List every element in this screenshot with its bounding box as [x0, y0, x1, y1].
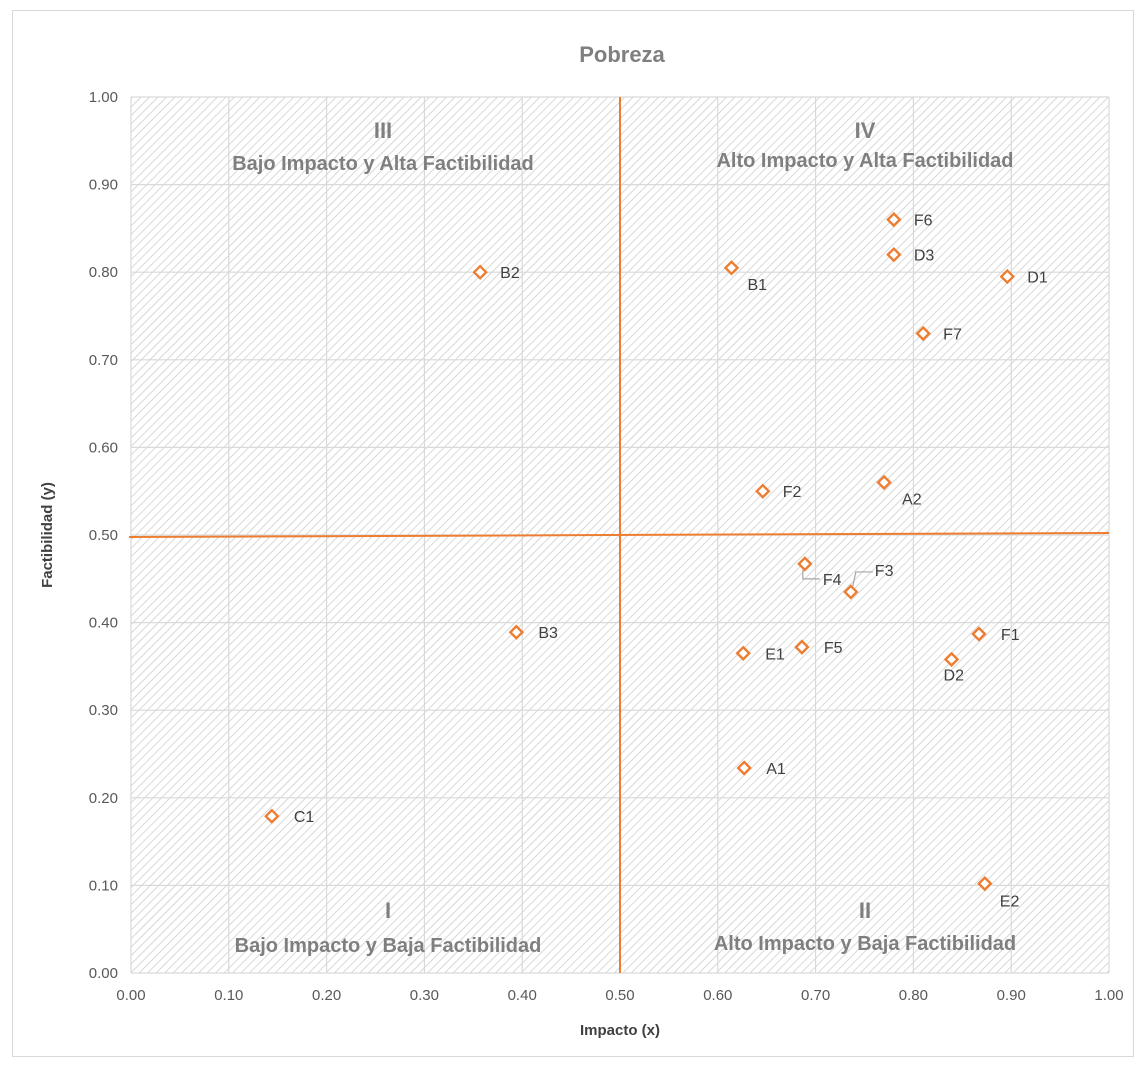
quadrant-numeral: III [374, 118, 392, 143]
point-marker [977, 875, 993, 892]
point-d3: D3 [886, 246, 935, 265]
quadrant-label: Alto Impacto y Baja Factibilidad [714, 933, 1016, 955]
x-tick-label: 0.40 [508, 987, 537, 1004]
point-marker [971, 626, 987, 642]
point-f7: F7 [915, 325, 962, 344]
point-label: F7 [943, 327, 962, 344]
point-marker [797, 556, 813, 572]
quadrant-dividers [128, 97, 1110, 973]
point-marker [508, 624, 525, 640]
point-marker [794, 639, 810, 655]
point-label: D1 [1027, 270, 1048, 287]
point-label: B1 [747, 277, 767, 294]
x-axis-label: Impacto (x) [580, 1022, 660, 1039]
point-marker [843, 584, 859, 600]
y-tick-label: 0.70 [89, 352, 118, 369]
x-tick-label: 0.00 [116, 987, 145, 1004]
y-tick-label: 0.10 [89, 877, 118, 894]
f4-leader-line [802, 569, 820, 580]
point-a1: A1 [736, 760, 786, 778]
point-label: A1 [766, 761, 786, 778]
y-tick-label: 1.00 [89, 89, 118, 106]
quadrant-numeral: IV [855, 118, 876, 143]
point-label: F1 [1001, 627, 1020, 644]
point-marker [264, 808, 280, 824]
point-marker [736, 760, 752, 776]
y-tick-label: 0.30 [89, 702, 118, 719]
y-tick-label: 0.60 [89, 439, 118, 456]
quadrant-label: Alto Impacto y Alta Factibilidad [716, 150, 1013, 172]
data-points: F6 D3 B2 B1 D1 F7 F2 A2 F4 F3 B3 F1 E1 F5 D2 A1 C1 E2 [264, 211, 1048, 911]
point-marker [472, 264, 488, 280]
quadrant-label: Bajo Impacto y Alta Factibilidad [232, 153, 534, 175]
quadrant-label: Bajo Impacto y Baja Factibilidad [235, 935, 542, 957]
x-tick-label: 0.90 [997, 987, 1026, 1004]
point-f1: F1 [971, 626, 1020, 644]
point-label: E2 [1000, 894, 1020, 911]
y-tick-label: 0.80 [89, 264, 118, 281]
x-tick-label: 0.80 [899, 987, 928, 1004]
point-b2: B2 [472, 264, 520, 282]
x-tick-label: 0.50 [605, 987, 634, 1004]
point-label: D2 [944, 667, 965, 684]
point-label: F2 [783, 484, 802, 501]
point-e1: E1 [735, 645, 785, 663]
quadrant-numeral: I [385, 898, 391, 923]
point-f4: F4 [797, 556, 842, 589]
point-label: B2 [500, 265, 520, 282]
point-d2: D2 [943, 651, 965, 684]
point-label: F3 [875, 563, 894, 580]
point-label: F5 [824, 640, 843, 657]
point-marker [886, 211, 902, 228]
y-tick-label: 0.20 [89, 790, 118, 807]
point-e2: E2 [977, 875, 1020, 911]
point-label: A2 [902, 491, 922, 508]
point-marker [943, 651, 960, 668]
x-tick-label: 1.00 [1094, 987, 1123, 1004]
point-f6: F6 [886, 211, 933, 230]
point-label: E1 [765, 646, 785, 663]
point-marker [723, 260, 740, 276]
point-label: D3 [914, 248, 935, 265]
point-marker [755, 483, 771, 499]
axis-ticks: 0.00 0.10 0.20 0.30 0.40 0.50 0.60 0.70 0.80 0.90… [89, 89, 1124, 1004]
point-marker [999, 268, 1015, 285]
x-tick-label: 0.20 [312, 987, 341, 1004]
point-c1: C1 [264, 808, 315, 826]
y-tick-label: 0.90 [89, 177, 118, 194]
y-tick-label: 0.00 [89, 965, 118, 982]
point-label: B3 [538, 625, 558, 642]
x-tick-label: 0.70 [801, 987, 830, 1004]
quadrant-numeral: II [859, 898, 871, 923]
chart-title: Pobreza [579, 42, 665, 67]
point-marker [886, 246, 902, 263]
point-label: F6 [914, 213, 933, 230]
y-axis-label: Factibilidad (y) [39, 482, 56, 588]
point-marker [876, 474, 892, 491]
point-f2: F2 [755, 483, 802, 501]
point-b3: B3 [508, 624, 558, 642]
point-marker [915, 325, 931, 342]
x-tick-label: 0.30 [410, 987, 439, 1004]
horizontal-divider [128, 532, 1110, 538]
x-tick-label: 0.10 [214, 987, 243, 1004]
point-label: F4 [823, 572, 842, 589]
point-a2: A2 [876, 474, 922, 508]
point-b1: B1 [723, 260, 767, 294]
point-label: C1 [294, 809, 315, 826]
point-f3: F3 [843, 563, 894, 600]
x-tick-label: 0.60 [703, 987, 732, 1004]
y-tick-label: 0.50 [89, 527, 118, 544]
y-tick-label: 0.40 [89, 615, 118, 632]
point-d1: D1 [999, 268, 1048, 287]
point-f5: F5 [794, 639, 843, 657]
point-marker [735, 645, 751, 661]
f3-leader-line [852, 571, 873, 587]
